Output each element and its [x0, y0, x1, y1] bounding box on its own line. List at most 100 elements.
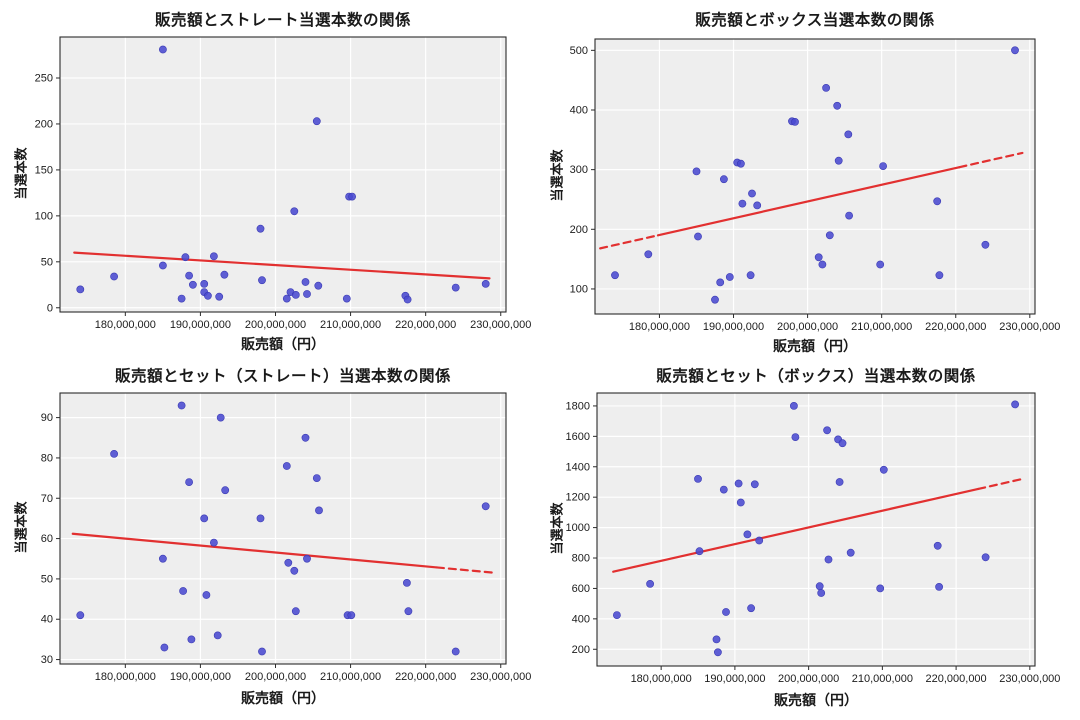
data-point — [644, 250, 653, 259]
data-point — [185, 271, 193, 280]
x-tick-label: 230,000,000 — [999, 321, 1060, 333]
data-point — [692, 167, 701, 176]
data-point — [611, 271, 619, 280]
y-tick-label: 70 — [41, 493, 53, 505]
trend-line — [71, 532, 439, 569]
data-point — [290, 207, 299, 216]
axes-border — [59, 36, 507, 313]
data-point — [160, 643, 169, 652]
y-tick-label: 150 — [35, 164, 53, 176]
data-point — [185, 478, 193, 486]
data-point — [203, 291, 212, 300]
data-point — [1011, 46, 1019, 55]
plot4-yaxis-label: 当選本数 — [549, 502, 565, 555]
y-tick-label: 1400 — [566, 461, 590, 473]
x-tick-label: 200,000,000 — [245, 319, 306, 331]
y-tick-label: 300 — [570, 164, 588, 176]
data-point — [221, 486, 230, 495]
data-point — [748, 189, 756, 198]
data-point — [282, 462, 291, 470]
plot2-yaxis-label: 当選本数 — [549, 149, 565, 202]
data-point — [755, 536, 764, 545]
data-point — [835, 478, 844, 486]
data-point — [342, 294, 351, 303]
x-tick-label: 230,000,000 — [999, 673, 1060, 685]
data-point — [845, 211, 853, 220]
plot4-title: 販売額とセット（ボックス）当選本数の関係 — [656, 368, 976, 385]
x-tick-label: 200,000,000 — [778, 673, 839, 685]
data-point — [179, 587, 187, 595]
data-point — [76, 611, 85, 620]
x-tick-label: 190,000,000 — [170, 671, 231, 683]
data-point — [833, 101, 842, 110]
trend-line-dashed — [977, 477, 1024, 491]
x-tick-label: 180,000,000 — [95, 671, 156, 683]
trend-line — [612, 487, 980, 573]
data-point — [282, 294, 291, 303]
data-point — [256, 514, 265, 523]
x-tick-label: 190,000,000 — [170, 319, 231, 331]
y-tick-label: 30 — [41, 654, 53, 666]
data-point — [714, 648, 722, 657]
data-point — [933, 541, 942, 550]
y-tick-label: 1000 — [566, 522, 590, 534]
data-point — [753, 201, 762, 210]
data-point — [188, 280, 197, 289]
data-point — [403, 295, 412, 304]
data-point — [291, 607, 300, 616]
plot-area — [595, 39, 1035, 314]
y-tick-label: 600 — [572, 583, 590, 595]
y-tick-label: 40 — [41, 614, 53, 626]
data-point — [258, 276, 266, 285]
data-point — [613, 611, 621, 619]
data-point — [981, 240, 990, 249]
data-point — [348, 192, 356, 201]
data-point — [404, 607, 413, 616]
data-point — [402, 579, 411, 587]
data-point — [291, 290, 300, 299]
data-point — [935, 583, 943, 591]
data-point — [301, 433, 310, 442]
trend-line-dashed — [958, 151, 1024, 169]
x-tick-label: 200,000,000 — [245, 671, 306, 683]
plot1-title: 販売額とストレート当選本数の関係 — [154, 12, 411, 29]
x-tick-label: 190,000,000 — [703, 321, 764, 333]
data-point — [110, 272, 118, 281]
y-tick-label: 50 — [41, 256, 53, 268]
trend-line — [73, 251, 491, 280]
y-tick-label: 500 — [570, 45, 588, 57]
plot1-xaxis-label: 販売額（円） — [241, 336, 325, 352]
data-point — [290, 566, 299, 575]
data-point — [814, 253, 823, 262]
data-point — [824, 555, 833, 564]
y-tick-label: 1600 — [566, 431, 590, 443]
data-point — [711, 295, 719, 304]
data-point — [158, 45, 167, 54]
data-point — [301, 278, 310, 286]
data-point — [791, 118, 799, 126]
x-tick-label: 220,000,000 — [926, 673, 987, 685]
x-tick-label: 230,000,000 — [470, 319, 531, 331]
data-point — [451, 647, 460, 656]
plot3-xaxis-label: 販売額（円） — [241, 690, 325, 706]
data-point — [646, 580, 654, 588]
data-point — [725, 273, 734, 281]
data-point — [736, 498, 745, 507]
data-point — [481, 279, 490, 288]
x-tick-label: 180,000,000 — [631, 673, 692, 685]
plot2-title: 販売額とボックス当選本数の関係 — [695, 12, 935, 29]
y-tick-label: 400 — [572, 613, 590, 625]
data-point — [256, 224, 265, 233]
data-point — [220, 270, 229, 279]
x-tick-label: 210,000,000 — [320, 671, 381, 683]
x-tick-label: 200,000,000 — [777, 321, 838, 333]
data-point — [817, 589, 826, 597]
data-point — [451, 283, 460, 292]
data-point — [720, 175, 728, 184]
data-point — [177, 294, 186, 303]
data-point — [818, 260, 827, 269]
axes-border — [596, 392, 1036, 667]
data-point — [876, 584, 885, 593]
data-point — [790, 401, 798, 410]
data-point — [695, 547, 704, 556]
